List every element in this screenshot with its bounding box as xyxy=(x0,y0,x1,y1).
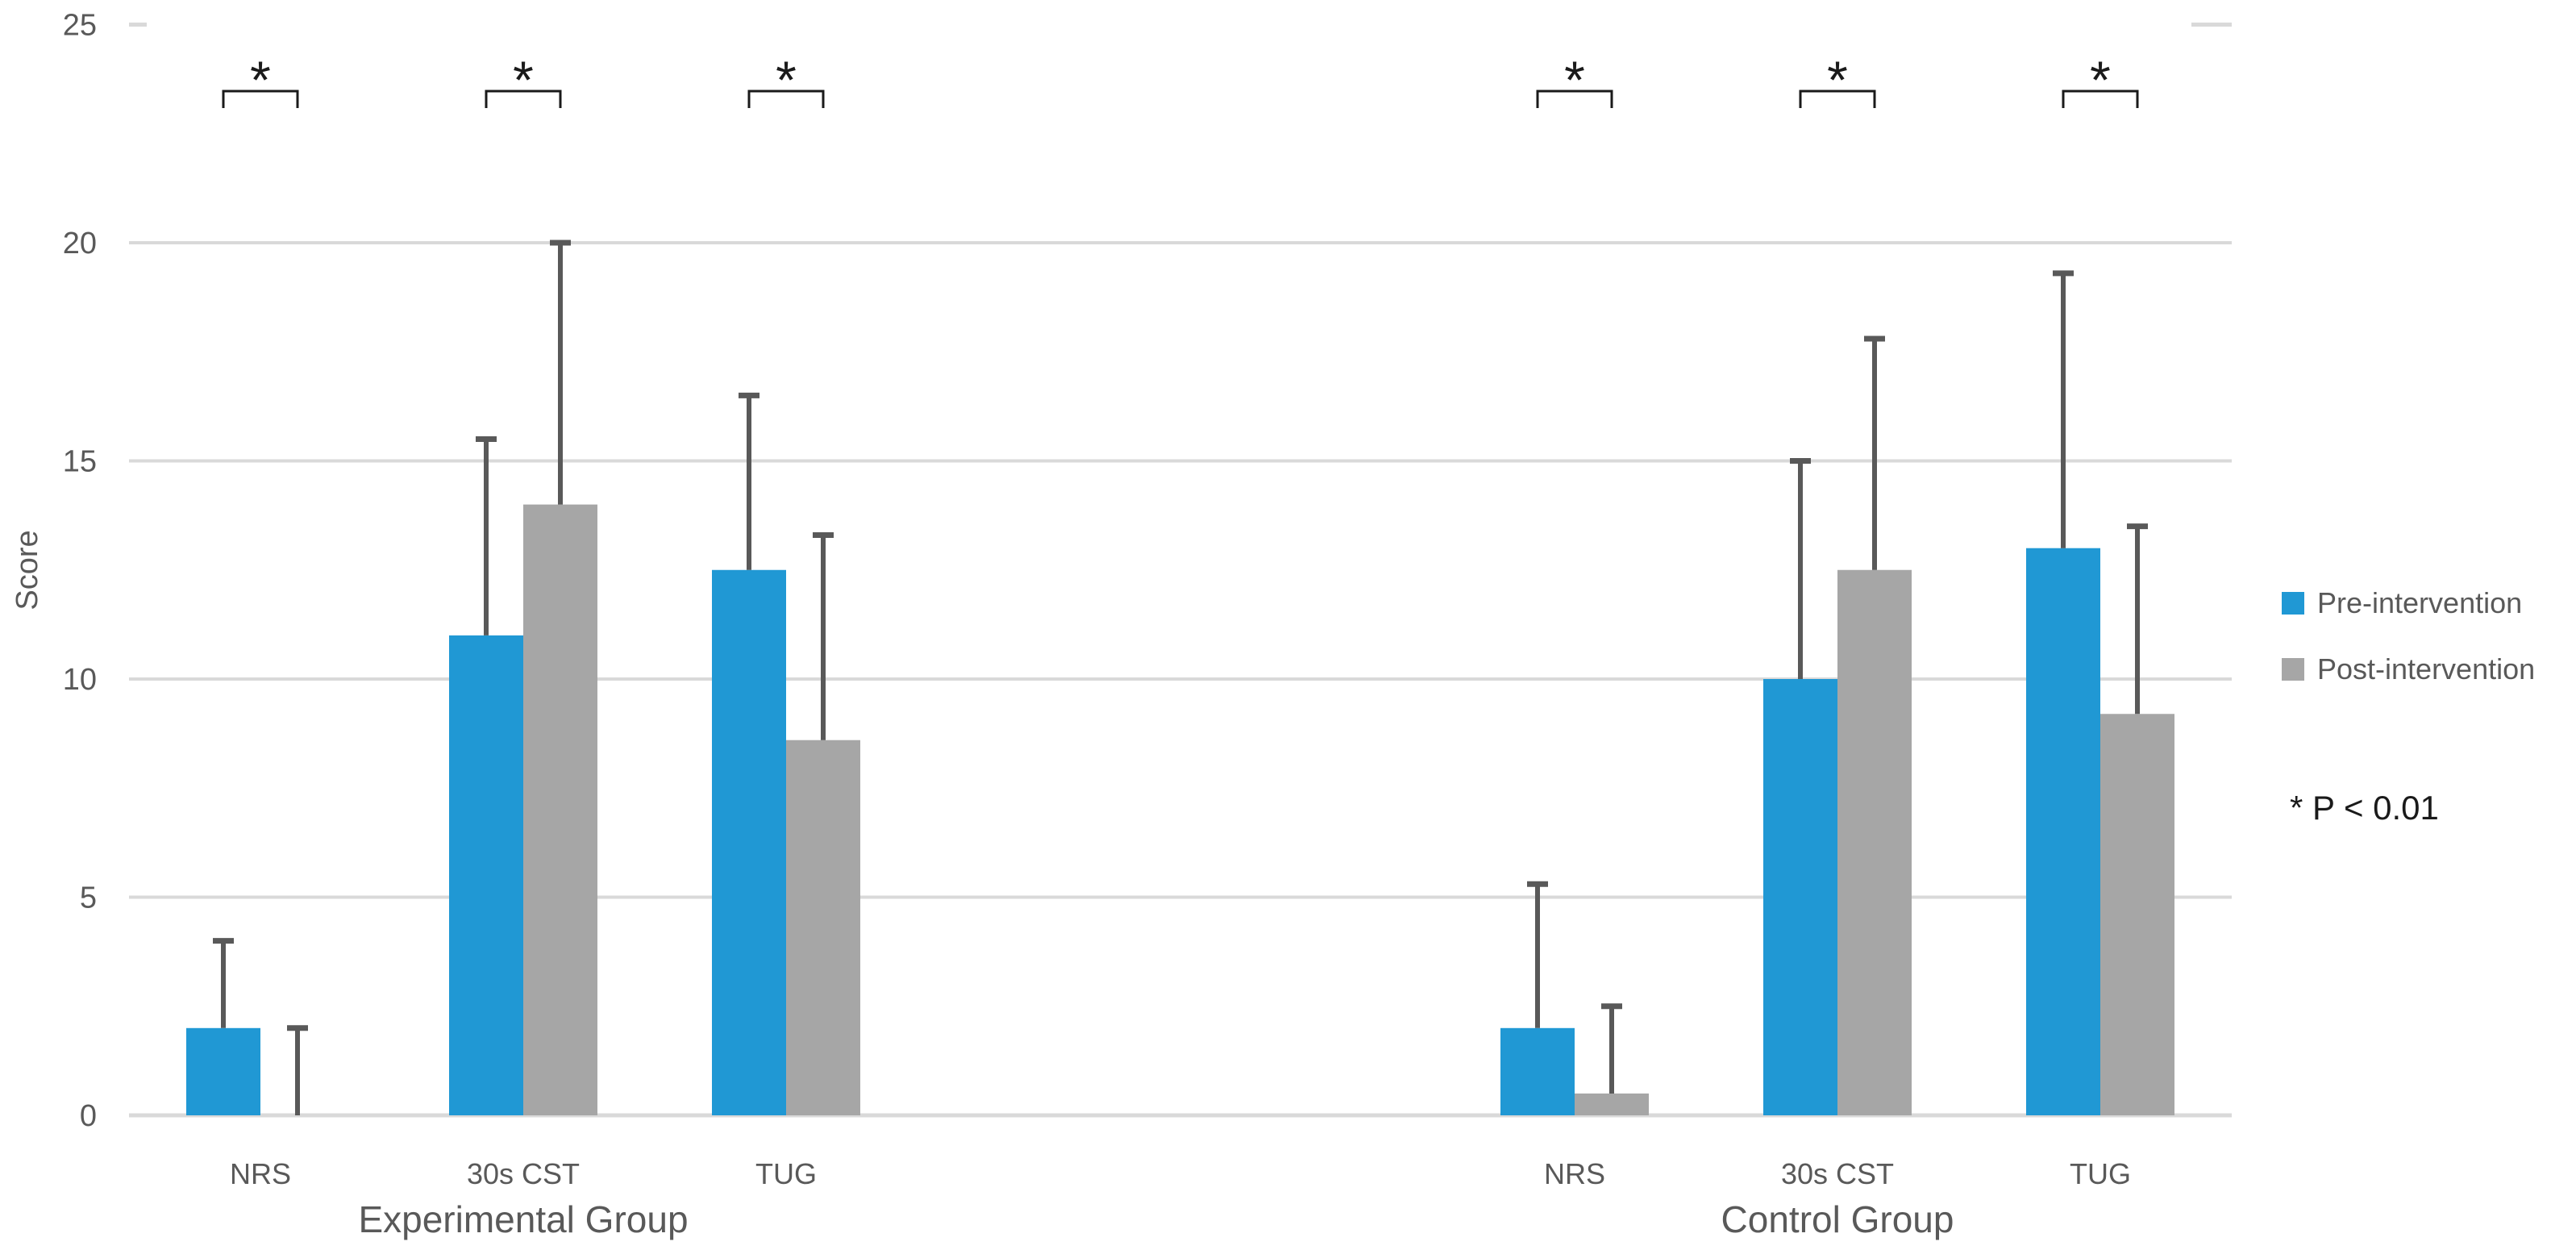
legend-swatch-post-intervention xyxy=(2282,658,2304,681)
sig-bracket-ctrl-nrs xyxy=(1536,90,1613,108)
sig-asterisk-ctrl-30s-cst: * xyxy=(1827,50,1848,110)
bar-exp-30s-cst-post xyxy=(523,504,597,1115)
bar-ctrl-nrs-post xyxy=(1575,1093,1649,1115)
bar-ctrl-nrs-pre xyxy=(1500,1027,1575,1115)
legend-label-pre-intervention: Pre-intervention xyxy=(2317,586,2522,619)
legend: Pre-intervention Post-intervention xyxy=(2282,586,2535,685)
p-value-note: * P < 0.01 xyxy=(2290,789,2439,827)
sig-bracket-ctrl-30s-cst xyxy=(1799,90,1876,108)
bar-ctrl-30s-cst-post xyxy=(1837,569,1912,1115)
category-label-exp-30s-cst: 30s CST xyxy=(467,1157,580,1190)
sig-bracket-exp-30s-cst xyxy=(485,90,562,108)
bar-ctrl-30s-cst-pre xyxy=(1763,679,1837,1115)
y-tick-label-15: 15 xyxy=(63,445,97,479)
group-label-ctrl: Control Group xyxy=(1721,1198,1954,1240)
y-tick-label-10: 10 xyxy=(63,663,97,697)
sig-bracket-exp-tug xyxy=(747,90,825,108)
sig-asterisk-ctrl-tug: * xyxy=(2090,50,2111,110)
error-bars-layer xyxy=(213,240,2148,1115)
legend-label-post-intervention: Post-intervention xyxy=(2317,652,2535,685)
y-tick-label-20: 20 xyxy=(63,227,97,260)
sig-asterisk-exp-nrs: * xyxy=(250,50,271,110)
sig-asterisk-ctrl-nrs: * xyxy=(1564,50,1585,110)
category-label-exp-tug: TUG xyxy=(755,1157,817,1190)
bar-exp-30s-cst-pre xyxy=(449,635,523,1115)
category-label-ctrl-nrs: NRS xyxy=(1544,1157,1605,1190)
bar-ctrl-tug-post xyxy=(2100,714,2174,1115)
group-label-exp: Experimental Group xyxy=(358,1198,688,1240)
bars-layer xyxy=(186,504,2174,1115)
gridlines-layer xyxy=(129,23,2232,1118)
sig-bracket-ctrl-tug xyxy=(2062,90,2139,108)
y-axis-title: Score xyxy=(10,530,44,610)
sig-bracket-exp-nrs xyxy=(222,90,299,108)
y-tick-label-25: 25 xyxy=(63,9,97,43)
category-label-ctrl-30s-cst: 30s CST xyxy=(1781,1157,1894,1190)
sig-asterisk-exp-tug: * xyxy=(776,50,797,110)
bar-exp-tug-pre xyxy=(712,569,786,1115)
significance-layer: * * * * * * xyxy=(222,50,2139,110)
axis-labels-layer: 0 5 10 15 20 25 NRS 30s CST TUG Experimental Grou… xyxy=(63,9,2131,1241)
bar-exp-tug-post xyxy=(786,740,860,1115)
y-tick-label-0: 0 xyxy=(80,1099,97,1133)
sig-asterisk-exp-30s-cst: * xyxy=(513,50,534,110)
category-label-exp-nrs: NRS xyxy=(230,1157,291,1190)
y-tick-label-5: 5 xyxy=(80,881,97,915)
bar-exp-nrs-pre xyxy=(186,1027,260,1115)
legend-swatch-pre-intervention xyxy=(2282,592,2304,615)
bar-ctrl-tug-pre xyxy=(2026,548,2100,1115)
category-label-ctrl-tug: TUG xyxy=(2070,1157,2131,1190)
